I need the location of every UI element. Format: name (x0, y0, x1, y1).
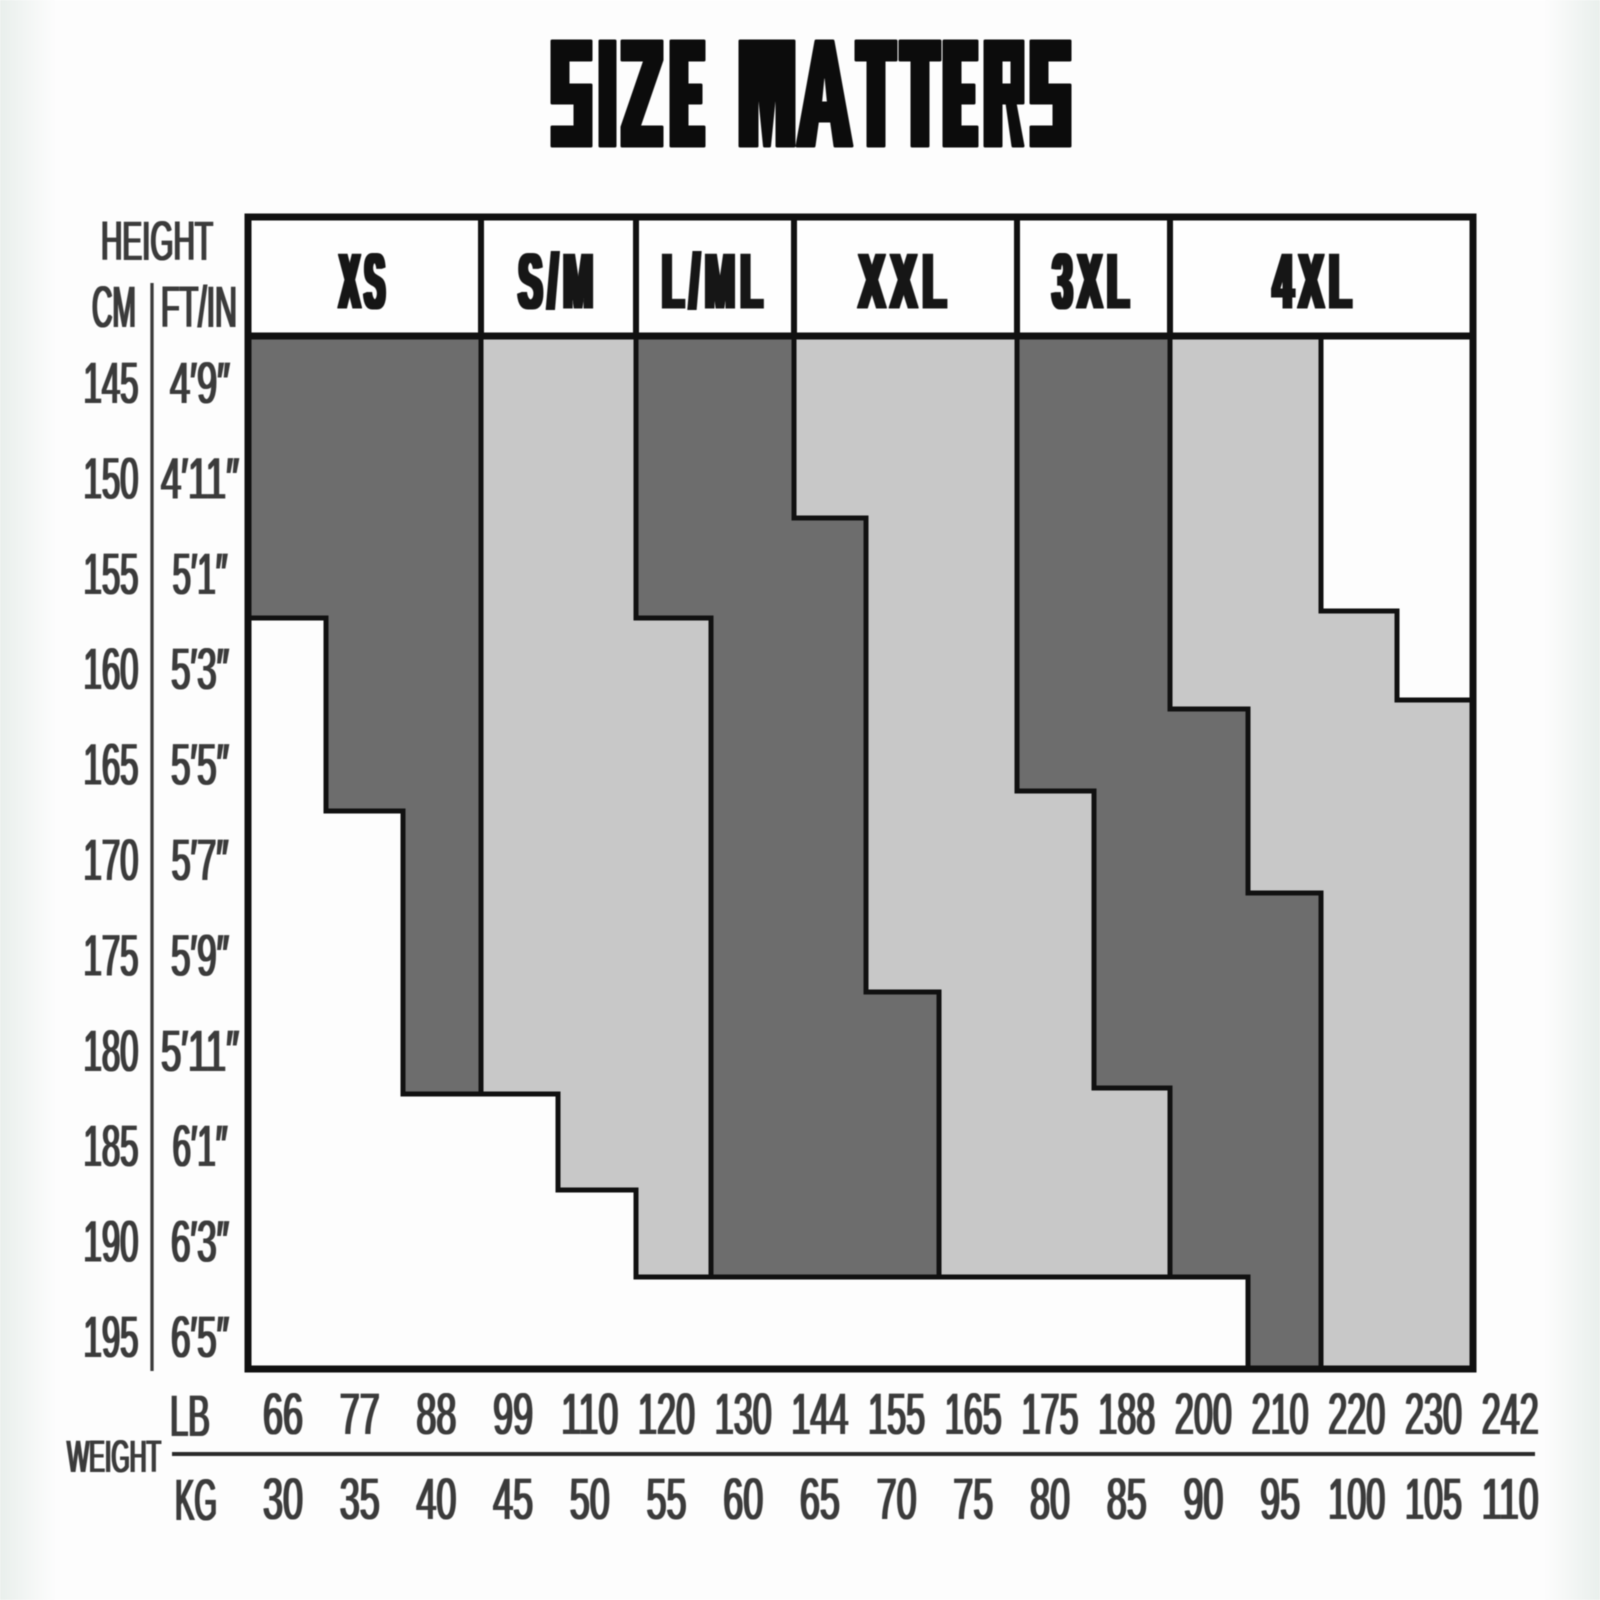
svg-text:155: 155 (868, 1382, 925, 1447)
svg-text:170: 170 (84, 828, 139, 893)
svg-text:WEIGHT: WEIGHT (67, 1431, 161, 1482)
svg-text:220: 220 (1328, 1382, 1385, 1447)
svg-text:70: 70 (877, 1467, 917, 1532)
svg-text:155: 155 (84, 542, 139, 607)
svg-text:110: 110 (1482, 1467, 1539, 1532)
svg-text:130: 130 (715, 1382, 772, 1447)
svg-text:6′5″: 6′5″ (171, 1305, 229, 1370)
svg-text:4′9″: 4′9″ (170, 351, 230, 416)
svg-text:165: 165 (84, 733, 139, 798)
svg-text:120: 120 (638, 1382, 695, 1447)
svg-text:230: 230 (1405, 1382, 1462, 1447)
svg-text:80: 80 (1030, 1467, 1070, 1532)
svg-text:LB: LB (170, 1384, 210, 1449)
svg-text:105: 105 (1405, 1467, 1462, 1532)
svg-text:5′7″: 5′7″ (172, 828, 229, 893)
svg-text:5′1″: 5′1″ (173, 542, 228, 607)
svg-text:KG: KG (175, 1468, 217, 1533)
svg-text:90: 90 (1183, 1467, 1223, 1532)
svg-text:88: 88 (416, 1382, 456, 1447)
svg-text:3XL: 3XL (1053, 237, 1135, 325)
svg-text:144: 144 (791, 1382, 848, 1447)
svg-text:60: 60 (723, 1467, 763, 1532)
svg-text:150: 150 (84, 446, 139, 511)
svg-text:5′5″: 5′5″ (171, 733, 229, 798)
svg-text:175: 175 (84, 923, 139, 988)
svg-text:FT/IN: FT/IN (161, 275, 237, 340)
svg-text:5′9″: 5′9″ (171, 923, 229, 988)
svg-text:CM: CM (92, 275, 136, 340)
svg-text:99: 99 (493, 1382, 533, 1447)
svg-text:L/ML: L/ML (662, 237, 768, 325)
svg-text:100: 100 (1328, 1467, 1385, 1532)
svg-text:30: 30 (263, 1467, 303, 1532)
svg-text:4′11″: 4′11″ (161, 446, 239, 511)
svg-text:77: 77 (340, 1382, 380, 1447)
svg-text:95: 95 (1260, 1467, 1300, 1532)
svg-text:35: 35 (340, 1467, 380, 1532)
svg-text:55: 55 (647, 1467, 687, 1532)
svg-text:45: 45 (493, 1467, 533, 1532)
svg-text:HEIGHT: HEIGHT (101, 209, 213, 272)
svg-text:S/M: S/M (519, 237, 599, 325)
svg-text:5′3″: 5′3″ (171, 637, 229, 702)
svg-text:185: 185 (84, 1114, 139, 1179)
svg-text:175: 175 (1022, 1382, 1079, 1447)
svg-text:165: 165 (945, 1382, 1002, 1447)
svg-text:75: 75 (953, 1467, 993, 1532)
svg-text:188: 188 (1098, 1382, 1155, 1447)
svg-text:66: 66 (263, 1382, 303, 1447)
svg-text:XS: XS (340, 237, 390, 325)
svg-text:6′3″: 6′3″ (171, 1210, 229, 1275)
svg-text:65: 65 (800, 1467, 840, 1532)
svg-text:180: 180 (84, 1019, 139, 1084)
svg-text:210: 210 (1252, 1382, 1309, 1447)
svg-text:195: 195 (84, 1305, 139, 1370)
svg-text:5′11″: 5′11″ (161, 1019, 239, 1084)
svg-text:XXL: XXL (859, 237, 952, 325)
svg-text:6′1″: 6′1″ (173, 1114, 228, 1179)
svg-text:190: 190 (84, 1210, 139, 1275)
svg-text:85: 85 (1107, 1467, 1147, 1532)
svg-text:110: 110 (561, 1382, 618, 1447)
svg-text:160: 160 (84, 637, 139, 702)
svg-text:40: 40 (416, 1467, 456, 1532)
svg-text:145: 145 (84, 351, 139, 416)
svg-text:50: 50 (570, 1467, 610, 1532)
svg-text:242: 242 (1482, 1382, 1539, 1447)
svg-text:200: 200 (1175, 1382, 1232, 1447)
svg-text:4XL: 4XL (1273, 237, 1357, 325)
